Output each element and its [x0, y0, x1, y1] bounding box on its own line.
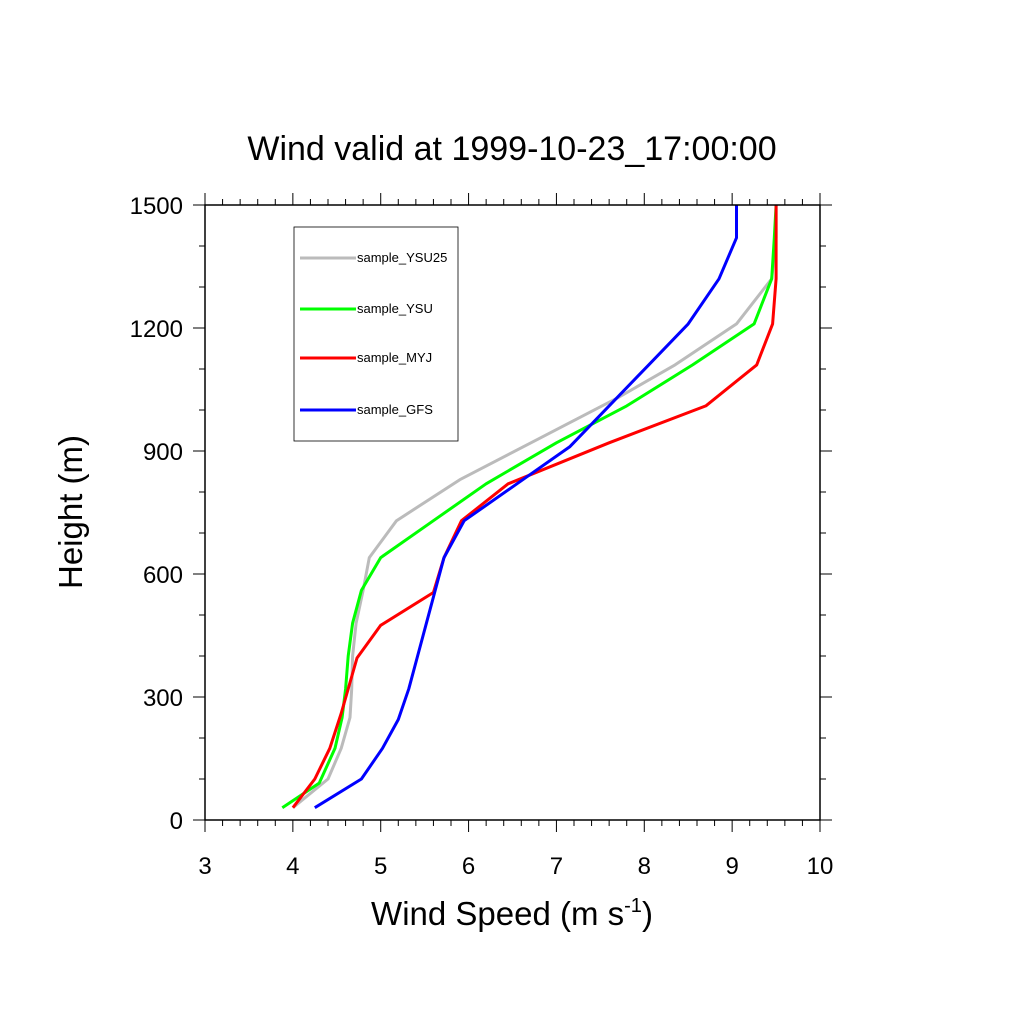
x-axis-title: Wind Speed (m s-1)	[371, 895, 653, 932]
legend-label-2: sample_MYJ	[357, 350, 432, 365]
series-line-1	[281, 204, 778, 809]
x-tick-label: 6	[462, 853, 475, 880]
y-tick-label: 1200	[130, 316, 183, 343]
x-axis-title-main: Wind Speed (m s	[371, 895, 624, 932]
y-tick-label: 1500	[130, 193, 183, 220]
legend-label-3: sample_GFS	[357, 402, 433, 417]
series-layer	[281, 204, 778, 809]
x-tick-label: 3	[198, 853, 211, 880]
legend: sample_YSU25 sample_YSU sample_MYJ sample_G…	[293, 226, 459, 442]
y-tick-label: 600	[143, 562, 183, 589]
y-axis-title: Height (m)	[52, 435, 89, 589]
x-tick-label: 8	[638, 853, 651, 880]
legend-box	[293, 226, 459, 442]
legend-label-0: sample_YSU25	[357, 250, 447, 265]
x-tick-label: 7	[550, 853, 563, 880]
chart-title: Wind valid at 1999-10-23_17:00:00	[247, 130, 776, 168]
y-tick-label: 900	[143, 439, 183, 466]
x-tick-label: 10	[807, 853, 834, 880]
x-axis-title-suffix: )	[642, 895, 653, 932]
plot-frame	[204, 204, 821, 821]
series-line-3	[314, 205, 738, 809]
x-axis-title-superscript: -1	[624, 895, 642, 917]
x-tick-label: 9	[725, 853, 738, 880]
legend-label-1: sample_YSU	[357, 301, 433, 316]
y-tick-label: 0	[170, 808, 183, 835]
series-line-0	[291, 205, 778, 809]
tick-layer: 3 4 5 6 7 8 9 10 0 300 600 900 1200 1500	[130, 193, 834, 880]
y-tick-label: 300	[143, 685, 183, 712]
x-tick-label: 4	[286, 853, 299, 880]
x-tick-label: 5	[374, 853, 387, 880]
